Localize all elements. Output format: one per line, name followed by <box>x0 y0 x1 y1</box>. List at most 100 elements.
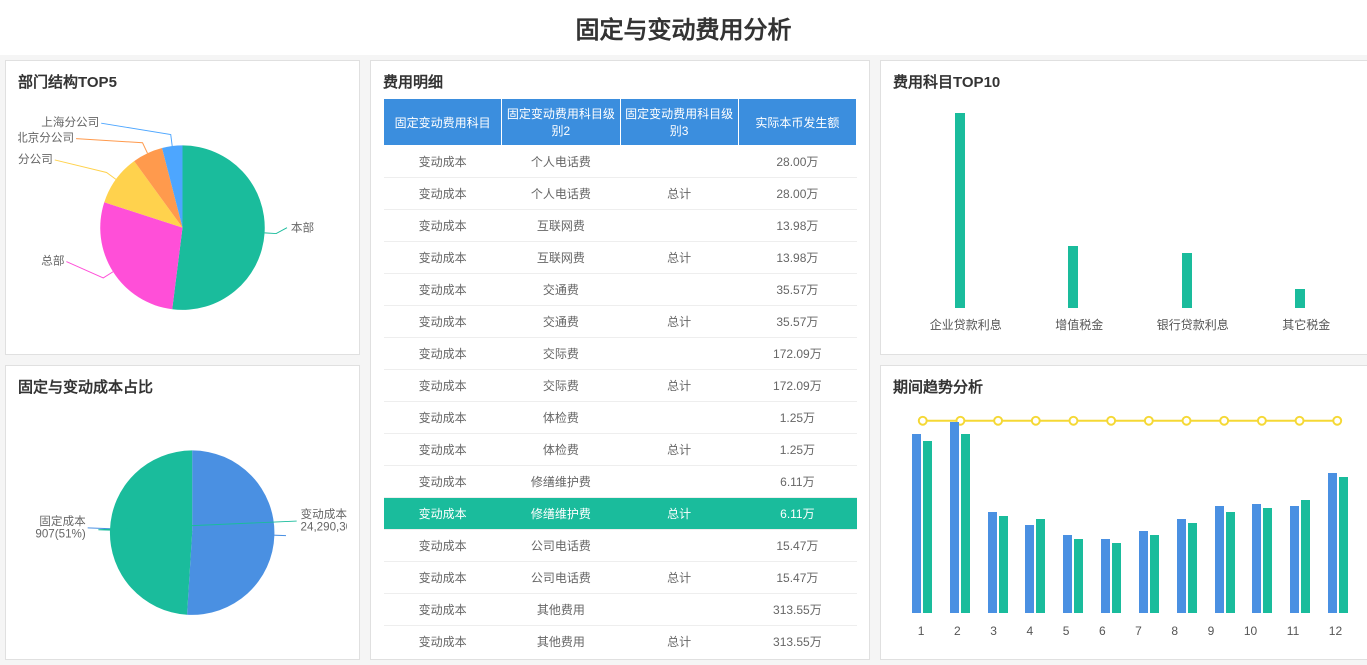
bar[interactable] <box>1068 246 1078 308</box>
bar[interactable] <box>955 113 965 308</box>
bar-x-label: 1 <box>918 624 925 638</box>
table-row[interactable]: 变动成本修缮维护费总计6.11万 <box>384 498 857 530</box>
grouped-bar <box>1290 500 1310 613</box>
bar[interactable] <box>988 512 997 613</box>
bar-x-label: 3 <box>990 624 997 638</box>
table-row[interactable]: 变动成本交际费172.09万 <box>384 338 857 370</box>
table-cell: 变动成本 <box>384 498 502 530</box>
table-row[interactable]: 变动成本交通费35.57万 <box>384 274 857 306</box>
bar[interactable] <box>1074 539 1083 613</box>
table-row[interactable]: 变动成本公司电话费总计15.47万 <box>384 562 857 594</box>
bar[interactable] <box>1101 539 1110 613</box>
table-cell: 1.25万 <box>738 402 856 434</box>
table-cell <box>620 338 738 370</box>
table-cell: 变动成本 <box>384 562 502 594</box>
pie-slice[interactable] <box>172 145 265 310</box>
table-cell: 35.57万 <box>738 306 856 338</box>
table-row[interactable]: 变动成本体检费1.25万 <box>384 402 857 434</box>
bar[interactable] <box>1150 535 1159 613</box>
table-row[interactable]: 变动成本互联网费13.98万 <box>384 210 857 242</box>
table-row[interactable]: 变动成本体检费总计1.25万 <box>384 434 857 466</box>
bar[interactable] <box>1188 523 1197 613</box>
table-cell: 个人电话费 <box>502 146 620 178</box>
pie-slice[interactable] <box>110 450 192 614</box>
table-cell <box>620 146 738 178</box>
table-cell: 变动成本 <box>384 466 502 498</box>
table-cell: 公司电话费 <box>502 530 620 562</box>
table-cell <box>620 402 738 434</box>
bar[interactable] <box>1226 512 1235 613</box>
table-row[interactable]: 变动成本公司电话费15.47万 <box>384 530 857 562</box>
bar[interactable] <box>1182 253 1192 308</box>
panel-title: 费用明细 <box>383 71 857 92</box>
bar[interactable] <box>1252 504 1261 613</box>
bar-x-label: 9 <box>1208 624 1215 638</box>
bar-x-label: 8 <box>1171 624 1178 638</box>
table-cell: 交际费 <box>502 370 620 402</box>
details-table: 固定变动费用科目固定变动费用科目级别2固定变动费用科目级别3实际本币发生额变动成… <box>383 98 857 653</box>
pie-label: 总部 <box>41 253 64 267</box>
bar-x-label: 12 <box>1329 624 1342 638</box>
table-cell: 15.47万 <box>738 530 856 562</box>
table-row[interactable]: 变动成本交通费总计35.57万 <box>384 306 857 338</box>
table-cell <box>620 530 738 562</box>
bar-x-label: 其它税金 <box>1282 316 1330 333</box>
pie-label: 本部 <box>291 221 314 235</box>
bar[interactable] <box>1177 519 1186 613</box>
bar[interactable] <box>1139 531 1148 613</box>
grouped-bar <box>1063 535 1083 613</box>
bar[interactable] <box>961 434 970 613</box>
bar[interactable] <box>1290 506 1299 613</box>
bar-x-label: 6 <box>1099 624 1106 638</box>
bar[interactable] <box>923 441 932 613</box>
pie-label: 北京分公司 <box>18 131 74 145</box>
bar[interactable] <box>1025 525 1034 613</box>
table-cell: 其他费用 <box>502 594 620 626</box>
bar[interactable] <box>1215 506 1224 613</box>
bar[interactable] <box>1301 500 1310 613</box>
table-row[interactable]: 变动成本修缮维护费6.11万 <box>384 466 857 498</box>
bar[interactable] <box>999 516 1008 614</box>
table-cell: 个人电话费 <box>502 178 620 210</box>
table-cell: 13.98万 <box>738 210 856 242</box>
table-cell: 313.55万 <box>738 626 856 654</box>
bar[interactable] <box>950 422 959 613</box>
table-cell: 其他费用 <box>502 626 620 654</box>
panel-title: 部门结构TOP5 <box>18 71 347 92</box>
table-row[interactable]: 变动成本互联网费总计13.98万 <box>384 242 857 274</box>
table-row[interactable]: 变动成本其他费用313.55万 <box>384 594 857 626</box>
table-row[interactable]: 变动成本其他费用总计313.55万 <box>384 626 857 654</box>
table-cell: 变动成本 <box>384 146 502 178</box>
grouped-bar <box>988 512 1008 613</box>
table-cell: 172.09万 <box>738 370 856 402</box>
table-row[interactable]: 变动成本个人电话费28.00万 <box>384 146 857 178</box>
table-cell: 28.00万 <box>738 178 856 210</box>
table-cell: 313.55万 <box>738 594 856 626</box>
bar-x-label: 7 <box>1135 624 1142 638</box>
table-header-cell: 固定变动费用科目级别2 <box>502 99 620 146</box>
table-cell: 总计 <box>620 242 738 274</box>
page-title: 固定与变动费用分析 <box>0 0 1367 55</box>
table-header-cell: 实际本币发生额 <box>738 99 856 146</box>
trend-chart: 123456789101112 <box>893 403 1367 638</box>
bar-x-label: 4 <box>1026 624 1033 638</box>
bar[interactable] <box>912 434 921 613</box>
bar[interactable] <box>1328 473 1337 613</box>
table-scroll[interactable]: 固定变动费用科目固定变动费用科目级别2固定变动费用科目级别3实际本币发生额变动成… <box>383 98 857 653</box>
table-cell: 变动成本 <box>384 178 502 210</box>
bar[interactable] <box>1112 543 1121 613</box>
bar[interactable] <box>1063 535 1072 613</box>
pie-label: 广州分公司 <box>18 153 53 166</box>
pie-label: 变动成本24,290,30 <box>301 507 347 534</box>
bar[interactable] <box>1339 477 1348 614</box>
table-cell <box>620 466 738 498</box>
bar[interactable] <box>1036 519 1045 613</box>
bar[interactable] <box>1263 508 1272 613</box>
bar[interactable] <box>1295 289 1305 309</box>
table-cell: 变动成本 <box>384 434 502 466</box>
table-cell: 修缮维护费 <box>502 498 620 530</box>
table-cell: 总计 <box>620 434 738 466</box>
table-row[interactable]: 变动成本交际费总计172.09万 <box>384 370 857 402</box>
table-row[interactable]: 变动成本个人电话费总计28.00万 <box>384 178 857 210</box>
table-cell: 总计 <box>620 498 738 530</box>
